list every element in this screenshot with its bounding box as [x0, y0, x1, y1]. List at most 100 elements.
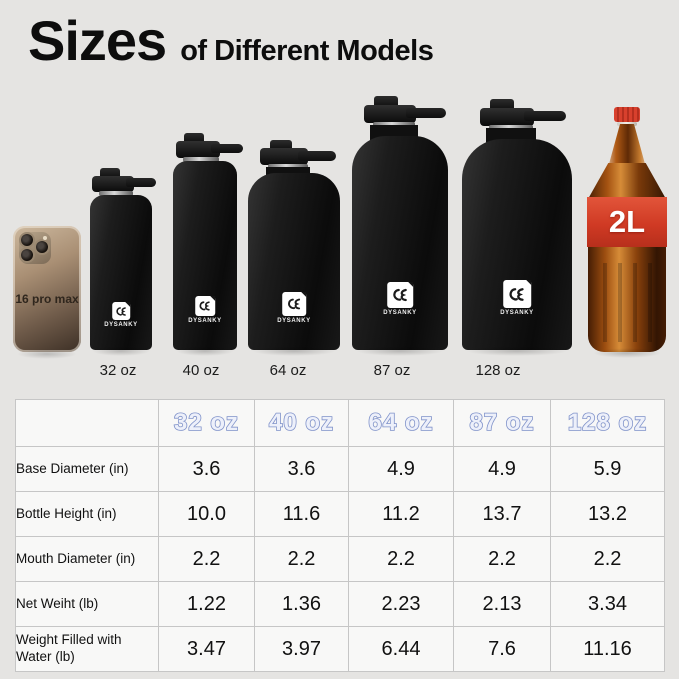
- spec-table-header-row: 32 oz 40 oz 64 oz 87 oz 128 oz: [15, 399, 665, 447]
- cola-2l-reference: 2L: [587, 107, 667, 358]
- bottle-lid-knob: [100, 168, 120, 178]
- camera-lens-icon: [21, 234, 33, 246]
- spec-table-row: Weight Filled with Water (lb) 3.47 3.97 6.4…: [15, 626, 665, 672]
- brand-logo-icon: [111, 302, 130, 320]
- spec-row-label: Net Weiht (lb): [15, 581, 159, 627]
- bottle-lid-knob: [270, 140, 292, 150]
- spec-cell: 2.13: [453, 581, 551, 627]
- spec-row-label: Mouth Diameter (in): [15, 536, 159, 582]
- spec-table-row: Base Diameter (in) 3.6 3.6 4.9 4.9 5.9: [15, 446, 665, 492]
- spec-cell: 11.6: [254, 491, 349, 537]
- bottle-128oz: DYSANKY: [462, 99, 572, 356]
- brand-logo-icon: [502, 280, 531, 308]
- brand-name: DYSANKY: [104, 322, 138, 328]
- spec-table-col-header: 128 oz: [550, 399, 665, 447]
- phone-size-reference: 16 pro max: [13, 226, 81, 359]
- spec-table-col-header: 64 oz: [348, 399, 454, 447]
- brand-name: DYSANKY: [188, 318, 222, 324]
- bottle-cap: [176, 141, 220, 158]
- spec-cell: 2.2: [254, 536, 349, 582]
- brand-logo: DYSANKY: [188, 296, 222, 324]
- spec-cell: 13.2: [550, 491, 665, 537]
- bottle-handle: [126, 178, 156, 187]
- spec-cell: 3.97: [254, 626, 349, 672]
- cola-neck: [609, 124, 645, 164]
- spec-cell: 3.47: [158, 626, 255, 672]
- spec-table-row: Bottle Height (in) 10.0 11.6 11.2 13.7 13.2: [15, 491, 665, 537]
- bottle-caption-32oz: 32 oz: [99, 362, 137, 379]
- spec-cell: 4.9: [453, 446, 551, 492]
- bottle-cap: [480, 108, 534, 126]
- camera-lens-icon: [21, 249, 33, 261]
- phone-label: 16 pro max: [15, 291, 79, 306]
- bottle-cap: [92, 176, 134, 192]
- spec-cell: 2.2: [550, 536, 665, 582]
- brand-logo: DYSANKY: [277, 292, 311, 324]
- bottle-neck-band: [183, 157, 219, 162]
- bottle-32oz: DYSANKY: [90, 168, 156, 356]
- camera-lens-icon: [36, 241, 48, 253]
- camera-flash-icon: [43, 236, 47, 240]
- spec-table-row: Net Weiht (lb) 1.22 1.36 2.23 2.13 3.34: [15, 581, 665, 627]
- spec-cell: 3.6: [158, 446, 255, 492]
- spec-row-label: Base Diameter (in): [15, 446, 159, 492]
- brand-logo: DYSANKY: [383, 282, 417, 316]
- title-main: Sizes: [28, 9, 167, 72]
- bottle-handle: [524, 111, 566, 121]
- spec-cell: 11.16: [550, 626, 665, 672]
- bottle-caption-64oz: 64 oz: [269, 362, 307, 379]
- brand-name: DYSANKY: [277, 318, 311, 324]
- brand-logo: DYSANKY: [500, 280, 534, 316]
- bottle-handle: [406, 108, 446, 118]
- brand-logo-icon: [386, 282, 413, 308]
- brand-name: DYSANKY: [383, 310, 417, 316]
- brand-logo-icon: [281, 292, 306, 316]
- bottle-64oz: DYSANKY: [248, 140, 340, 356]
- bottle-handle: [298, 151, 336, 161]
- cola-body: 2L: [587, 197, 667, 352]
- phone-camera-module: [19, 232, 51, 264]
- bottle-40oz: DYSANKY: [173, 133, 243, 356]
- spec-cell: 2.2: [453, 536, 551, 582]
- cola-shoulder: [588, 163, 666, 199]
- bottle-lid-knob: [490, 99, 514, 110]
- spec-cell: 6.44: [348, 626, 454, 672]
- spec-cell: 3.34: [550, 581, 665, 627]
- spec-cell: 1.36: [254, 581, 349, 627]
- bottle-caption-40oz: 40 oz: [182, 362, 220, 379]
- spec-table-col-header: 40 oz: [254, 399, 349, 447]
- spec-row-label: Bottle Height (in): [15, 491, 159, 537]
- page-title: Sizes of Different Models: [28, 8, 434, 73]
- bottle-body: DYSANKY: [462, 139, 572, 350]
- bottle-87oz: DYSANKY: [352, 96, 448, 356]
- bottle-body: DYSANKY: [90, 195, 152, 350]
- cola-size-label: 2L: [608, 204, 646, 239]
- spec-table-col-header: 87 oz: [453, 399, 551, 447]
- bottle-handle: [211, 144, 243, 153]
- spec-cell: 11.2: [348, 491, 454, 537]
- title-sub: of Different Models: [180, 35, 434, 67]
- spec-cell: 5.9: [550, 446, 665, 492]
- spec-cell: 1.22: [158, 581, 255, 627]
- spec-row-label: Weight Filled with Water (lb): [15, 626, 159, 672]
- spec-table: 32 oz 40 oz 64 oz 87 oz 128 oz Base Diameter…: [15, 399, 665, 672]
- spec-cell: 13.7: [453, 491, 551, 537]
- bottle-caption-128oz: 128 oz: [475, 362, 521, 379]
- bottle-body: DYSANKY: [173, 161, 237, 350]
- brand-logo-icon: [194, 296, 215, 316]
- spec-cell: 3.6: [254, 446, 349, 492]
- spec-cell: 2.2: [348, 536, 454, 582]
- bottle-neck-band: [99, 191, 133, 196]
- bottle-cap: [260, 148, 308, 165]
- bottle-lid-knob: [184, 133, 204, 143]
- cola-cap: [614, 107, 640, 122]
- spec-cell: 7.6: [453, 626, 551, 672]
- cola-label: 2L: [587, 197, 667, 247]
- bottle-body: DYSANKY: [352, 136, 448, 350]
- brand-logo: DYSANKY: [104, 302, 138, 328]
- bottle-neck-band: [268, 164, 308, 169]
- brand-name: DYSANKY: [500, 310, 534, 316]
- spec-cell: 2.2: [158, 536, 255, 582]
- bottle-body: DYSANKY: [248, 173, 340, 350]
